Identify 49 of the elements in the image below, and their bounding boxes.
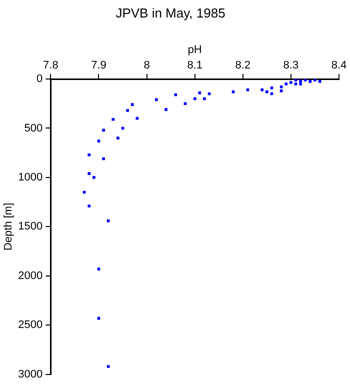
point [299, 82, 302, 86]
y-tick-label: 0 [36, 73, 43, 86]
point [106, 365, 110, 368]
x-axis-title: pH [188, 44, 202, 56]
y-axis-title: Depth [m] [2, 202, 15, 251]
point [88, 204, 91, 208]
point [284, 82, 288, 86]
x-tick-label: 8.2 [235, 59, 251, 72]
point [126, 109, 129, 112]
point [116, 136, 120, 140]
point [154, 98, 158, 102]
point [308, 80, 312, 83]
point [112, 118, 115, 121]
point [88, 153, 91, 156]
point [203, 97, 206, 100]
point [97, 140, 100, 142]
point [92, 176, 96, 179]
y-tick-label: 3000 [18, 368, 43, 380]
point [198, 91, 202, 94]
point [164, 108, 168, 111]
x-tick-label: 8.4 [331, 59, 347, 72]
point [270, 86, 274, 90]
point [299, 80, 302, 82]
point [174, 93, 178, 96]
y-tick-label: 1000 [18, 172, 43, 184]
point [280, 85, 283, 88]
point [88, 172, 91, 175]
point [184, 102, 187, 106]
y-tick-label: 500 [24, 122, 43, 134]
point [97, 268, 100, 270]
y-tick-label: 2500 [18, 319, 43, 332]
point [260, 88, 264, 92]
chart-title: JPVB in May, 1985 [116, 5, 226, 20]
y-tick-label: 2000 [18, 270, 43, 282]
point [294, 82, 298, 86]
point [266, 90, 268, 94]
point [102, 157, 105, 160]
x-tick-label: 7.8 [43, 59, 58, 72]
point [136, 116, 139, 120]
x-tick-label: 8 [144, 59, 150, 72]
x-tick-label: 8.3 [283, 59, 299, 72]
point [318, 80, 322, 83]
y-tick-label: 1500 [18, 220, 43, 233]
point [130, 103, 134, 106]
point [106, 219, 110, 222]
x-tick-label: 8.1 [187, 59, 202, 72]
x-tick-label: 7.9 [91, 59, 106, 72]
point [290, 81, 292, 84]
point [102, 128, 105, 132]
